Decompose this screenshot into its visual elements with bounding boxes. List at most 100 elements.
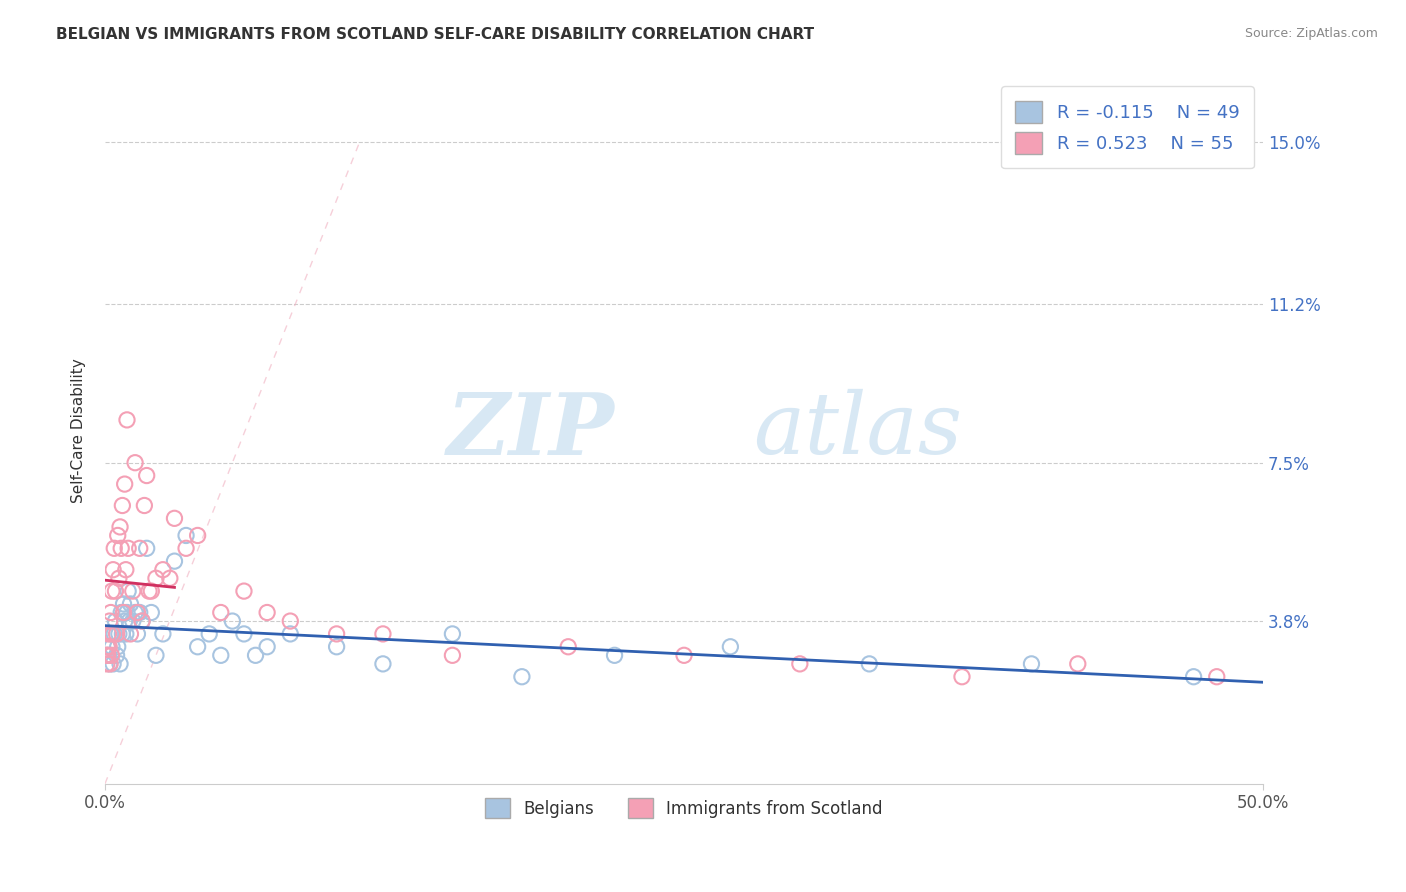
Point — [105, 627, 128, 641]
Point — [105, 648, 128, 663]
Point — [96, 640, 118, 654]
Point — [128, 541, 150, 556]
Y-axis label: Self-Care Disability: Self-Care Disability — [72, 359, 86, 503]
Point — [163, 554, 186, 568]
Point — [104, 614, 127, 628]
Point — [117, 584, 139, 599]
Point — [101, 640, 124, 654]
Point — [114, 614, 136, 628]
Point — [278, 614, 301, 628]
Point — [97, 627, 120, 641]
Point — [371, 627, 394, 641]
Point — [603, 648, 626, 663]
Legend: Belgians, Immigrants from Scotland: Belgians, Immigrants from Scotland — [479, 791, 890, 825]
Point — [233, 584, 256, 599]
Point — [98, 657, 121, 671]
Point — [1182, 670, 1205, 684]
Point — [134, 499, 156, 513]
Point — [1067, 657, 1090, 671]
Point — [209, 606, 232, 620]
Point — [101, 563, 124, 577]
Point — [135, 468, 157, 483]
Point — [124, 456, 146, 470]
Point — [118, 614, 141, 628]
Point — [152, 627, 174, 641]
Point — [94, 648, 117, 663]
Point — [789, 657, 811, 671]
Point — [96, 657, 118, 671]
Point — [97, 648, 120, 663]
Point — [510, 670, 533, 684]
Point — [107, 528, 129, 542]
Point — [114, 627, 136, 641]
Point — [159, 571, 181, 585]
Point — [371, 657, 394, 671]
Point — [110, 606, 132, 620]
Point — [107, 640, 129, 654]
Point — [441, 648, 464, 663]
Point — [858, 657, 880, 671]
Text: atlas: atlas — [754, 389, 963, 472]
Point — [174, 541, 197, 556]
Point — [441, 627, 464, 641]
Point — [96, 640, 118, 654]
Point — [100, 627, 122, 641]
Point — [124, 606, 146, 620]
Point — [97, 648, 120, 663]
Point — [209, 648, 232, 663]
Point — [112, 597, 135, 611]
Point — [950, 670, 973, 684]
Point — [98, 614, 121, 628]
Point — [718, 640, 741, 654]
Point — [1021, 657, 1043, 671]
Text: BELGIAN VS IMMIGRANTS FROM SCOTLAND SELF-CARE DISABILITY CORRELATION CHART: BELGIAN VS IMMIGRANTS FROM SCOTLAND SELF… — [56, 27, 814, 42]
Point — [108, 571, 131, 585]
Point — [141, 584, 163, 599]
Point — [127, 606, 149, 620]
Point — [198, 627, 221, 641]
Point — [104, 584, 127, 599]
Point — [233, 627, 256, 641]
Point — [256, 640, 278, 654]
Point — [121, 614, 143, 628]
Point — [103, 627, 125, 641]
Point — [278, 627, 301, 641]
Point — [135, 541, 157, 556]
Point — [131, 614, 153, 628]
Point — [145, 571, 167, 585]
Point — [138, 584, 160, 599]
Point — [557, 640, 579, 654]
Point — [101, 657, 124, 671]
Point — [152, 563, 174, 577]
Point — [141, 606, 163, 620]
Point — [325, 627, 347, 641]
Point — [187, 528, 209, 542]
Text: ZIP: ZIP — [447, 389, 614, 473]
Point — [120, 597, 142, 611]
Point — [100, 606, 122, 620]
Point — [115, 606, 138, 620]
Point — [127, 627, 149, 641]
Point — [101, 584, 124, 599]
Point — [163, 511, 186, 525]
Point — [187, 640, 209, 654]
Point — [98, 640, 121, 654]
Point — [117, 541, 139, 556]
Point — [110, 541, 132, 556]
Point — [121, 584, 143, 599]
Point — [245, 648, 267, 663]
Point — [108, 520, 131, 534]
Point — [145, 648, 167, 663]
Point — [256, 606, 278, 620]
Point — [114, 563, 136, 577]
Point — [131, 614, 153, 628]
Point — [108, 657, 131, 671]
Point — [120, 627, 142, 641]
Point — [103, 541, 125, 556]
Point — [111, 499, 134, 513]
Point — [101, 627, 124, 641]
Point — [221, 614, 243, 628]
Point — [673, 648, 696, 663]
Text: Source: ZipAtlas.com: Source: ZipAtlas.com — [1244, 27, 1378, 40]
Point — [115, 413, 138, 427]
